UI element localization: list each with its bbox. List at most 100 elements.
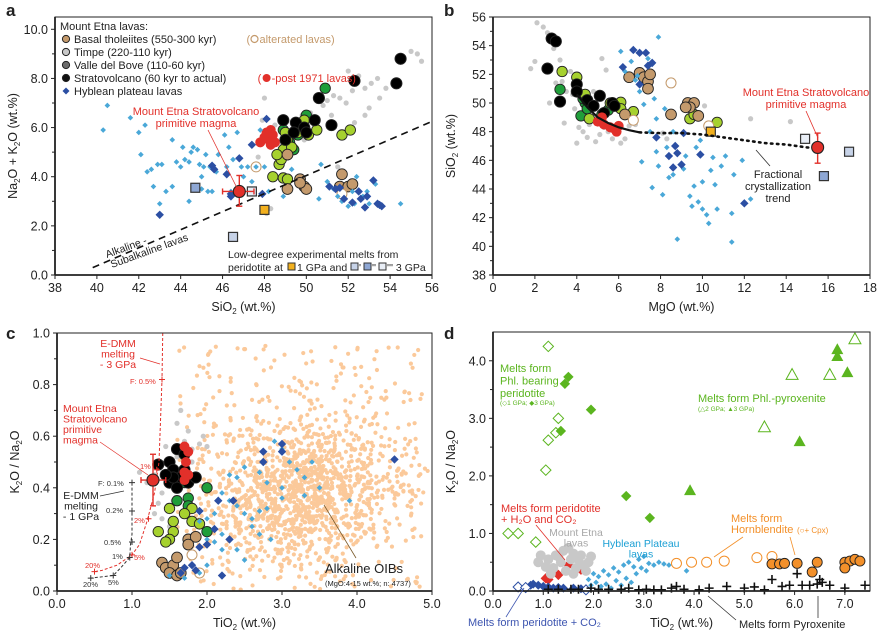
data-point bbox=[206, 503, 211, 508]
data-point bbox=[234, 503, 240, 509]
series-exp-3-gpa- bbox=[818, 171, 830, 182]
data-point bbox=[310, 542, 315, 547]
data-point bbox=[321, 498, 326, 503]
data-point bbox=[347, 523, 353, 529]
data-point bbox=[389, 544, 395, 549]
hornblendite-pointer bbox=[789, 536, 796, 556]
data-point bbox=[235, 154, 244, 163]
data-point bbox=[369, 478, 374, 483]
trend-line-dotted bbox=[638, 131, 819, 150]
data-point bbox=[310, 359, 315, 364]
series-timpe bbox=[136, 407, 210, 530]
data-point bbox=[294, 452, 299, 458]
series-basal bbox=[156, 530, 202, 582]
data-point bbox=[371, 536, 376, 541]
data-point bbox=[286, 384, 291, 389]
data-point bbox=[315, 397, 320, 402]
trend-pointer bbox=[755, 149, 771, 167]
data-point bbox=[169, 183, 176, 190]
y-tick-label: 0.0 bbox=[33, 585, 50, 599]
data-point bbox=[408, 48, 414, 55]
y-tick-label: 2.0 bbox=[469, 469, 486, 483]
series-hyblean-plateau-lavas bbox=[585, 553, 690, 591]
data-point bbox=[361, 442, 366, 447]
data-point bbox=[362, 85, 368, 91]
data-point bbox=[369, 447, 374, 453]
data-point bbox=[683, 568, 690, 574]
data-point bbox=[142, 122, 148, 128]
data-point bbox=[269, 501, 274, 506]
x-axis-label-part: (wt.%) bbox=[237, 300, 276, 314]
data-point bbox=[299, 414, 304, 419]
data-point bbox=[377, 95, 383, 101]
experimental-melts-label: ''' 3 GPa bbox=[387, 262, 426, 274]
series-post-1971 bbox=[592, 112, 624, 137]
data-point bbox=[341, 521, 346, 526]
data-point bbox=[335, 536, 341, 541]
data-point bbox=[245, 427, 250, 432]
data-point bbox=[270, 453, 275, 458]
y-tick-label: 54 bbox=[472, 39, 486, 53]
data-point bbox=[388, 584, 394, 589]
data-point bbox=[210, 524, 219, 534]
data-point bbox=[159, 161, 165, 168]
data-point bbox=[255, 493, 260, 498]
data-point bbox=[567, 68, 574, 75]
data-point bbox=[600, 568, 607, 574]
data-point bbox=[248, 554, 253, 559]
data-point bbox=[190, 182, 201, 193]
data-point bbox=[204, 492, 209, 497]
data-point bbox=[373, 430, 378, 435]
y-tick-label: 40 bbox=[472, 240, 486, 254]
data-point bbox=[634, 72, 641, 79]
plus-mark bbox=[656, 585, 666, 595]
series-exp-3-gpa- bbox=[227, 231, 239, 243]
data-point bbox=[179, 475, 190, 486]
data-point bbox=[207, 478, 213, 483]
data-point bbox=[290, 494, 295, 499]
data-point bbox=[277, 430, 282, 436]
data-point bbox=[377, 511, 382, 516]
data-point bbox=[292, 456, 297, 461]
data-point bbox=[264, 479, 270, 486]
exp-3gpa-b-icon bbox=[363, 262, 372, 271]
data-point bbox=[259, 486, 264, 491]
data-point bbox=[281, 183, 294, 195]
data-point bbox=[312, 464, 317, 469]
data-point bbox=[687, 193, 693, 199]
data-point bbox=[390, 455, 399, 464]
data-point bbox=[206, 449, 211, 454]
data-point bbox=[204, 443, 210, 450]
data-point bbox=[585, 576, 592, 583]
legend-label: Hyblean plateau lavas bbox=[74, 86, 183, 98]
plus-mark bbox=[792, 569, 802, 579]
data-point bbox=[344, 428, 349, 434]
data-point bbox=[263, 501, 268, 506]
data-point bbox=[278, 511, 283, 516]
data-point bbox=[186, 413, 191, 418]
data-point bbox=[322, 435, 328, 440]
data-point bbox=[227, 231, 239, 243]
data-point bbox=[253, 356, 258, 361]
data-point bbox=[300, 126, 313, 139]
data-point bbox=[369, 440, 374, 445]
data-point bbox=[419, 534, 424, 539]
data-point bbox=[317, 536, 322, 542]
data-point bbox=[344, 468, 349, 473]
data-point bbox=[748, 116, 754, 122]
data-point bbox=[201, 365, 206, 370]
alkaline-subalkaline-line bbox=[92, 120, 433, 269]
data-point bbox=[309, 459, 315, 465]
data-point bbox=[327, 412, 332, 418]
data-point bbox=[361, 512, 366, 518]
data-point bbox=[625, 559, 632, 566]
data-point bbox=[714, 206, 720, 212]
data-point bbox=[230, 466, 236, 471]
data-point bbox=[351, 120, 358, 126]
data-point bbox=[332, 441, 337, 446]
data-point bbox=[322, 448, 327, 454]
data-point bbox=[651, 562, 657, 568]
data-point bbox=[184, 425, 190, 430]
data-point bbox=[605, 572, 612, 578]
data-point bbox=[294, 502, 299, 508]
